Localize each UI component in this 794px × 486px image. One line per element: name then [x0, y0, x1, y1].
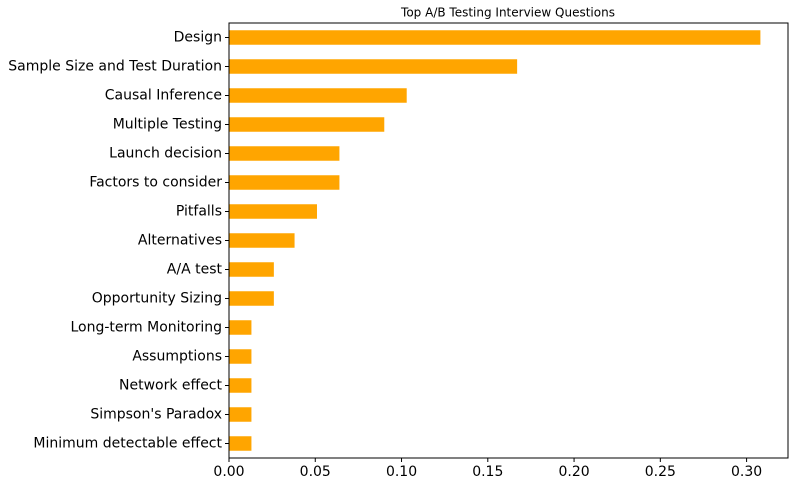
y-tick-label: Minimum detectable effect — [33, 436, 222, 452]
bar — [229, 175, 340, 190]
y-tick-label: Network effect — [119, 378, 222, 394]
y-tick-label: Factors to consider — [89, 175, 222, 191]
bar — [229, 378, 252, 393]
bar — [229, 291, 274, 306]
bar — [229, 349, 252, 364]
y-tick-label: Sample Size and Test Duration — [8, 59, 222, 75]
x-tick-label: 0.20 — [558, 464, 589, 480]
bar — [229, 233, 295, 248]
bar — [229, 407, 252, 422]
y-tick-label: A/A test — [167, 262, 223, 278]
bar — [229, 204, 317, 219]
bar — [229, 146, 340, 161]
y-tick-label: Opportunity Sizing — [92, 291, 222, 307]
chart-title: Top A/B Testing Interview Questions — [400, 6, 615, 20]
y-tick-label: Multiple Testing — [113, 117, 222, 133]
bar — [229, 59, 518, 74]
x-tick-label: 0.00 — [213, 464, 244, 480]
x-tick-label: 0.15 — [472, 464, 503, 480]
x-tick-label: 0.25 — [645, 464, 676, 480]
plot-frame — [228, 22, 789, 459]
y-tick-label: Alternatives — [138, 233, 222, 249]
bar — [229, 320, 252, 335]
y-tick-label: Design — [174, 30, 222, 46]
bar — [229, 117, 385, 132]
y-tick-label: Launch decision — [109, 146, 222, 162]
x-tick-label: 0.10 — [386, 464, 417, 480]
bar — [229, 262, 274, 277]
bar — [229, 30, 761, 45]
y-tick-label: Long-term Monitoring — [71, 320, 223, 336]
y-tick-label: Pitfalls — [176, 204, 222, 220]
bar — [229, 436, 252, 451]
x-tick-label: 0.05 — [300, 464, 331, 480]
x-tick-label: 0.30 — [731, 464, 762, 480]
bar — [229, 88, 407, 103]
y-tick-label: Assumptions — [132, 349, 222, 365]
y-tick-label: Causal Inference — [105, 88, 222, 104]
y-tick-label: Simpson's Paradox — [90, 407, 222, 423]
